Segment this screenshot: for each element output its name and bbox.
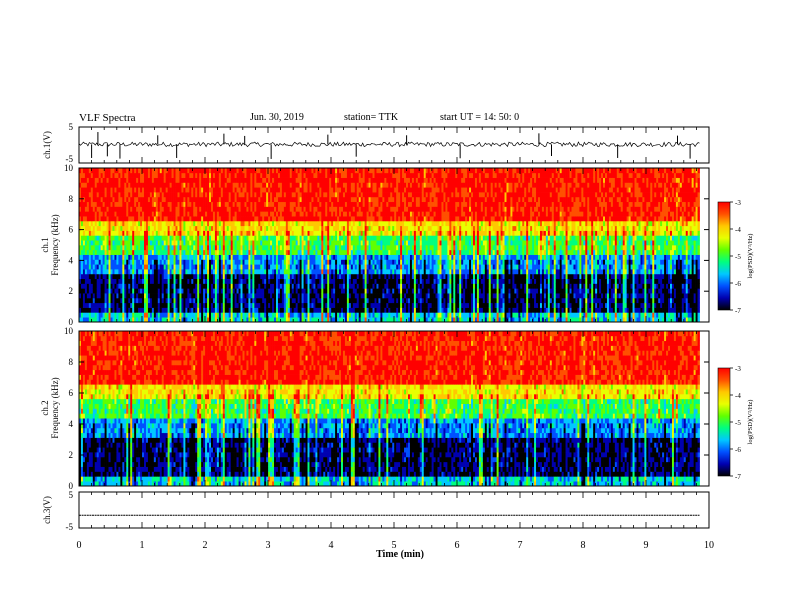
ch1-spectrogram — [79, 168, 700, 322]
ch1-waveform-ylabel: ch.1(V) — [42, 131, 52, 159]
ch1-ytick-top: 5 — [69, 122, 74, 132]
